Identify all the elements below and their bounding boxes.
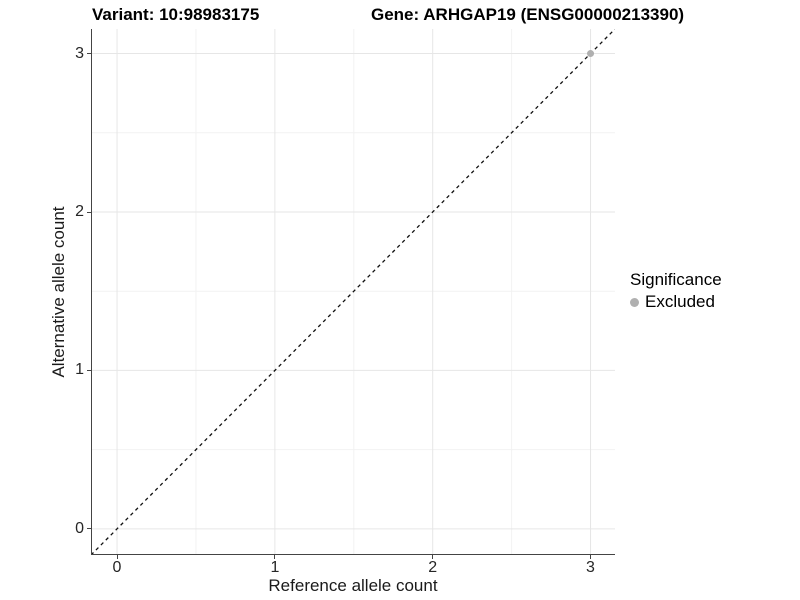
x-tick-label: 3 (586, 559, 595, 576)
data-point (587, 50, 595, 58)
x-tick-label: 2 (428, 559, 438, 576)
x-tick-mark (116, 555, 118, 559)
gene-title: Gene: ARHGAP19 (ENSG00000213390) (371, 5, 685, 24)
excluded-point-icon (630, 297, 639, 307)
legend-title: Significance (630, 270, 722, 289)
x-tick-mark (590, 555, 591, 559)
x-tick-label: 1 (270, 559, 280, 576)
y-tick-label: 2 (75, 203, 84, 220)
x-tick-mark (274, 555, 276, 559)
identity-reference-line (91, 29, 615, 555)
x-tick-mark (432, 555, 434, 559)
y-tick-label: 1 (75, 361, 84, 379)
y-tick-mark (87, 528, 91, 530)
y-axis-title: Alternative allele count (49, 206, 68, 378)
y-tick-label: 0 (75, 519, 84, 537)
legend-item-label: Excluded (645, 292, 715, 311)
plot-area-svg (91, 29, 615, 555)
x-axis-title: Reference allele count (268, 576, 438, 595)
y-tick-mark (87, 211, 91, 213)
legend-item-excluded: Excluded (630, 292, 722, 312)
y-tick-mark (87, 369, 91, 371)
x-tick-label: 0 (112, 559, 122, 576)
y-tick-mark (87, 53, 91, 55)
variant-title: Variant: 10:98983175 (92, 5, 260, 24)
y-tick-label: 3 (75, 44, 84, 62)
legend: Significance Excluded (630, 270, 722, 312)
